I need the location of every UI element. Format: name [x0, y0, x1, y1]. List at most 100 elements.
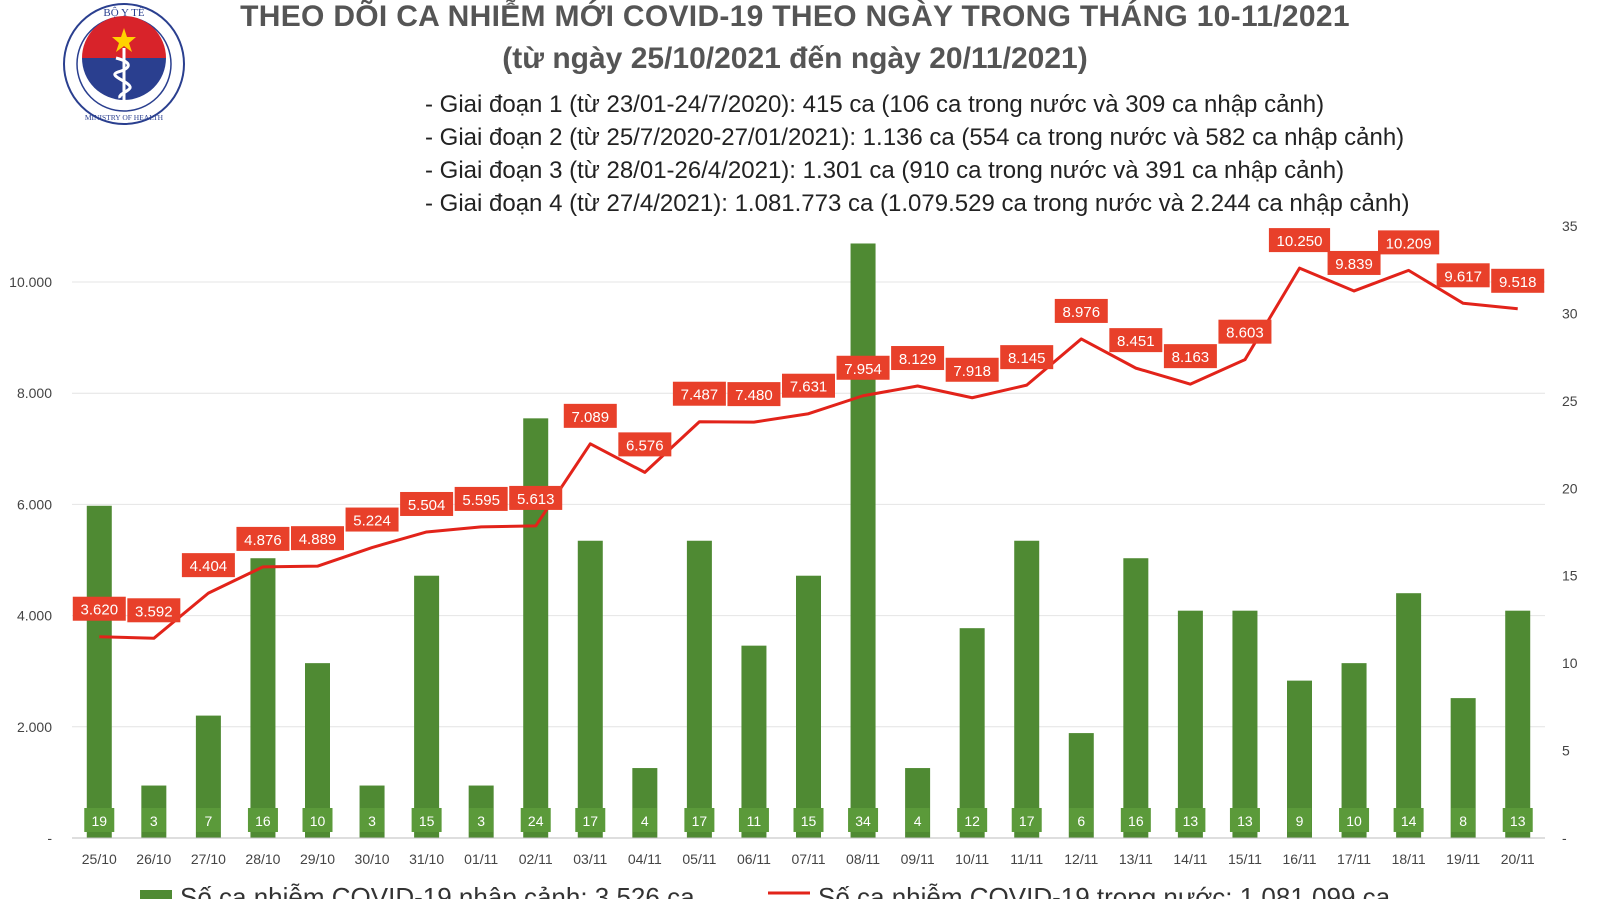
bar-label-bg: [1120, 808, 1151, 832]
bar-label-bg: [1011, 808, 1042, 832]
bar: [577, 540, 603, 838]
bar: [1177, 610, 1203, 838]
x-tick-label: 25/10: [82, 851, 117, 867]
bar: [523, 418, 549, 838]
bar-label-bg: [247, 808, 278, 832]
line-value-label: 7.487: [681, 387, 719, 404]
x-tick-label: 17/11: [1337, 851, 1371, 867]
line-value-label: 9.839: [1335, 256, 1373, 273]
line-value-label: 4.889: [299, 531, 337, 548]
line-value-label: 5.613: [517, 491, 555, 508]
line-label-bg: [618, 432, 672, 457]
x-tick-label: 12/11: [1064, 851, 1098, 867]
bar-value-label: 14: [1401, 813, 1417, 829]
line-value-label: 3.620: [81, 602, 119, 619]
x-tick-label: 01/11: [464, 851, 498, 867]
bar-value-label: 13: [1237, 813, 1253, 829]
line-value-label: 9.617: [1444, 268, 1482, 285]
bar-label-bg: [905, 808, 930, 832]
bar-value-label: 12: [964, 813, 980, 829]
line-value-label: 10.250: [1277, 233, 1323, 250]
line-value-label: 8.451: [1117, 333, 1155, 350]
line-label-bg: [1054, 298, 1108, 323]
line-label-bg: [236, 526, 290, 551]
line-label-bg: [1109, 328, 1163, 353]
bar-label-bg: [469, 808, 494, 832]
y-right-tick-label: 25: [1562, 393, 1578, 409]
x-tick-label: 26/10: [136, 851, 171, 867]
line-value-label: 4.404: [190, 558, 228, 575]
x-tick-label: 11/11: [1010, 851, 1043, 867]
x-tick-label: 19/11: [1446, 851, 1480, 867]
bar-value-label: 17: [1019, 813, 1035, 829]
bar: [741, 645, 767, 838]
line-label-bg: [72, 596, 126, 621]
bar-label-bg: [1175, 808, 1206, 832]
legend-bar-label: Số ca nhiễm COVID-19 nhập cảnh: 3.526 ca: [180, 882, 695, 899]
line-label-bg: [563, 403, 617, 428]
y-right-tick-label: 20: [1562, 480, 1578, 496]
y-right-tick-label: 15: [1562, 568, 1578, 584]
x-tick-label: 28/10: [245, 851, 280, 867]
bar-label-bg: [793, 808, 824, 832]
bar-label-bg: [302, 808, 333, 832]
line-label-bg: [1163, 344, 1217, 369]
line-label-bg: [1378, 230, 1440, 255]
line-label-bg: [1268, 228, 1331, 253]
x-tick-label: 05/11: [682, 851, 716, 867]
line-label-bg: [1327, 250, 1381, 275]
bar-label-bg: [575, 808, 606, 832]
bar-label-bg: [141, 808, 166, 832]
y-left-tick-label: 4.000: [17, 608, 52, 624]
line-value-label: 7.480: [735, 387, 773, 404]
bar-label-bg: [360, 808, 385, 832]
line-value-label: 7.089: [572, 409, 610, 426]
x-tick-label: 30/10: [355, 851, 390, 867]
bar-value-label: 19: [91, 813, 107, 829]
bar-value-label: 8: [1459, 813, 1467, 829]
line-value-label: 5.224: [353, 513, 391, 530]
bar-value-label: 11: [747, 813, 762, 829]
line-value-label: 8.976: [1063, 304, 1101, 321]
bar-value-label: 17: [582, 813, 598, 829]
line-label-bg: [181, 553, 235, 578]
y-left-tick-label: 6.000: [17, 496, 52, 512]
bar-label-bg: [632, 808, 657, 832]
stage-summary-item: - Giai đoạn 4 (từ 27/4/2021): 1.081.773 …: [425, 190, 1410, 217]
line-label-bg: [672, 381, 726, 406]
bar-label-bg: [1287, 808, 1312, 832]
bar-label-bg: [1393, 808, 1424, 832]
x-tick-label: 13/11: [1119, 851, 1153, 867]
bar-value-label: 3: [150, 813, 158, 829]
line-value-label: 3.592: [135, 603, 173, 620]
bar-value-label: 13: [1183, 813, 1199, 829]
bar-value-label: 15: [419, 813, 435, 829]
x-tick-label: 20/11: [1501, 851, 1535, 867]
bar: [1232, 610, 1258, 838]
y-left-tick-label: 10.000: [9, 274, 52, 290]
line-value-label: 10.209: [1386, 235, 1432, 252]
line-value-label: 5.595: [462, 492, 500, 509]
bar-label-bg: [738, 808, 769, 832]
line-label-bg: [127, 598, 181, 623]
x-tick-label: 18/11: [1392, 851, 1426, 867]
bar: [1014, 540, 1040, 838]
bar: [1396, 593, 1422, 838]
bar-label-bg: [1502, 808, 1533, 832]
line-value-label: 8.129: [899, 351, 937, 368]
x-tick-label: 02/11: [519, 851, 553, 867]
x-tick-label: 29/10: [300, 851, 335, 867]
legend-line-label: Số ca nhiễm COVID-19 trong nước: 1.081.0…: [818, 882, 1391, 899]
bar: [250, 558, 276, 838]
line-label-bg: [400, 491, 454, 516]
bar-value-label: 17: [692, 813, 708, 829]
x-tick-label: 07/11: [792, 851, 826, 867]
domestic-cases-line: [99, 266, 1518, 640]
bar: [850, 243, 876, 838]
line-value-label: 8.603: [1226, 325, 1264, 342]
bar-label-bg: [196, 808, 221, 832]
bar-value-label: 16: [1128, 813, 1144, 829]
bar-label-bg: [520, 808, 551, 832]
stage-summary-list: - Giai đoạn 1 (từ 23/01-24/7/2020): 415 …: [425, 88, 1410, 220]
